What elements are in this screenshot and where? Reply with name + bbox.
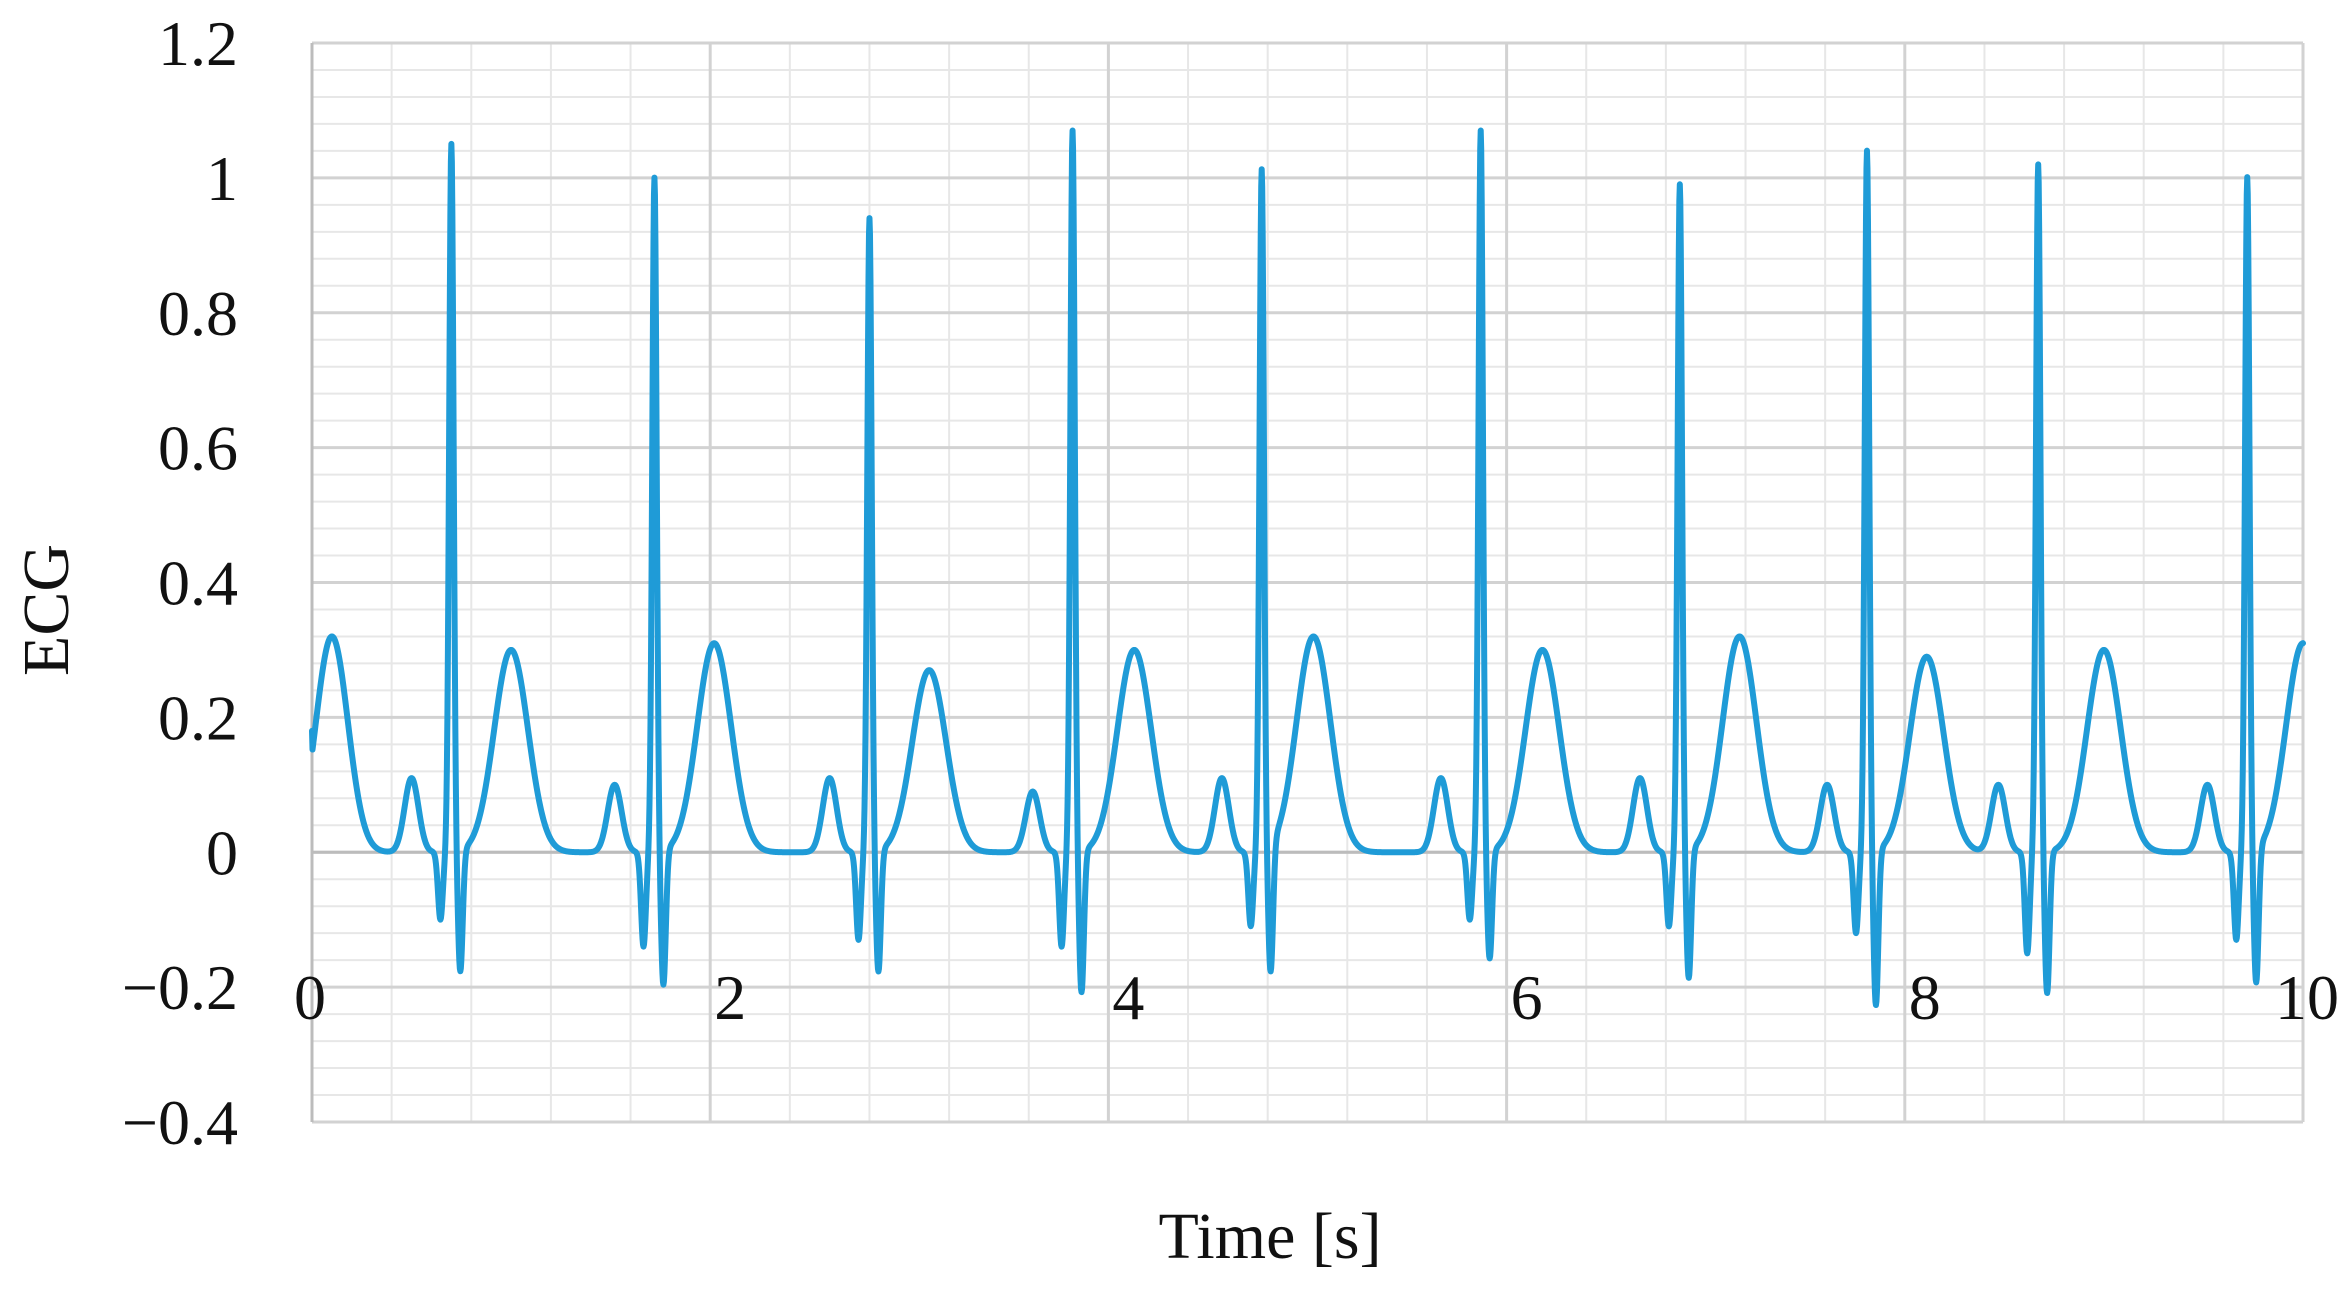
y-tick-label: 1 [206,143,238,214]
x-tick-label: 10 [2275,962,2339,1033]
tick-labels: −0.4 −0.2 0 0.2 0.4 0.6 0.8 1 1.2 0 2 4 6 8 10 [122,8,2339,1158]
y-tick-label: −0.4 [122,1087,238,1158]
grid-lines [310,41,2305,1124]
x-tick-label: 0 [294,962,326,1033]
x-tick-label: 4 [1112,962,1144,1033]
y-tick-label: −0.2 [122,952,238,1023]
axes [310,43,2303,1122]
y-axis-title: ECG [10,544,83,676]
x-axis-title: Time [s] [1158,1200,1381,1273]
y-tick-label: 0.2 [158,682,238,753]
y-tick-label: 0 [206,817,238,888]
x-tick-label: 6 [1511,962,1543,1033]
y-tick-label: 0.8 [158,278,238,349]
y-tick-label: 1.2 [158,8,238,79]
y-tick-label: 0.6 [158,413,238,484]
x-tick-label: 8 [1909,962,1941,1033]
y-tick-label: 0.4 [158,548,238,619]
ecg-series-line [309,127,2306,1009]
x-tick-label: 2 [714,962,746,1033]
